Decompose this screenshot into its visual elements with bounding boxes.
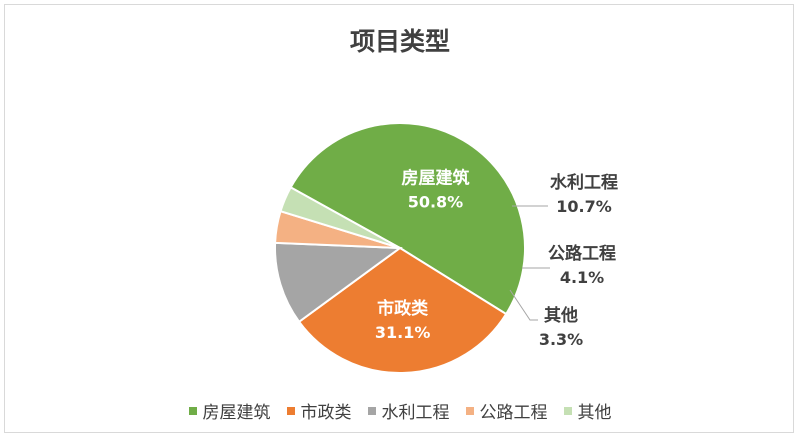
slice-value-label-4: 4.1% (560, 268, 604, 287)
leader-line-5 (509, 289, 538, 321)
legend-swatch-5 (563, 406, 572, 415)
slice-label-4: 公路工程 (548, 243, 616, 264)
legend-swatch-3 (367, 406, 376, 415)
slice-label-1: 房屋建筑 (401, 168, 469, 189)
slice-label-5: 其他 (544, 305, 578, 326)
slice-value-label-2: 31.1% (375, 323, 431, 342)
legend-label-4: 公路工程 (479, 403, 548, 423)
slice-label-3: 水利工程 (550, 172, 618, 193)
pie-slice-3 (274, 241, 403, 324)
legend-swatch-1 (188, 406, 197, 415)
legend-label-5: 其他 (577, 403, 612, 423)
legend-item-3: 水利工程 (367, 398, 450, 423)
slice-label-2: 市政类 (377, 298, 429, 319)
legend-item-4: 公路工程 (465, 398, 548, 423)
legend-item-5: 其他 (563, 398, 612, 423)
legend-label-2: 市政类 (300, 403, 352, 423)
pie-slice-5 (279, 186, 401, 249)
slice-value-label-5: 3.3% (539, 330, 583, 349)
chart-title: 项目类型 (349, 27, 450, 56)
legend-swatch-2 (286, 406, 295, 415)
legend-item-2: 市政类 (286, 398, 352, 423)
slice-value-label-1: 50.8% (408, 193, 464, 212)
legend-label-3: 水利工程 (381, 403, 450, 423)
legend: 房屋建筑 市政类 水利工程 公路工程 其他 (0, 398, 800, 423)
pie-slice-2 (297, 246, 508, 374)
legend-label-1: 房屋建筑 (202, 403, 271, 423)
legend-item-1: 房屋建筑 (188, 398, 271, 423)
legend-swatch-4 (465, 406, 474, 415)
pie-slice-1 (289, 122, 526, 316)
slice-value-label-3: 10.7% (556, 197, 612, 216)
